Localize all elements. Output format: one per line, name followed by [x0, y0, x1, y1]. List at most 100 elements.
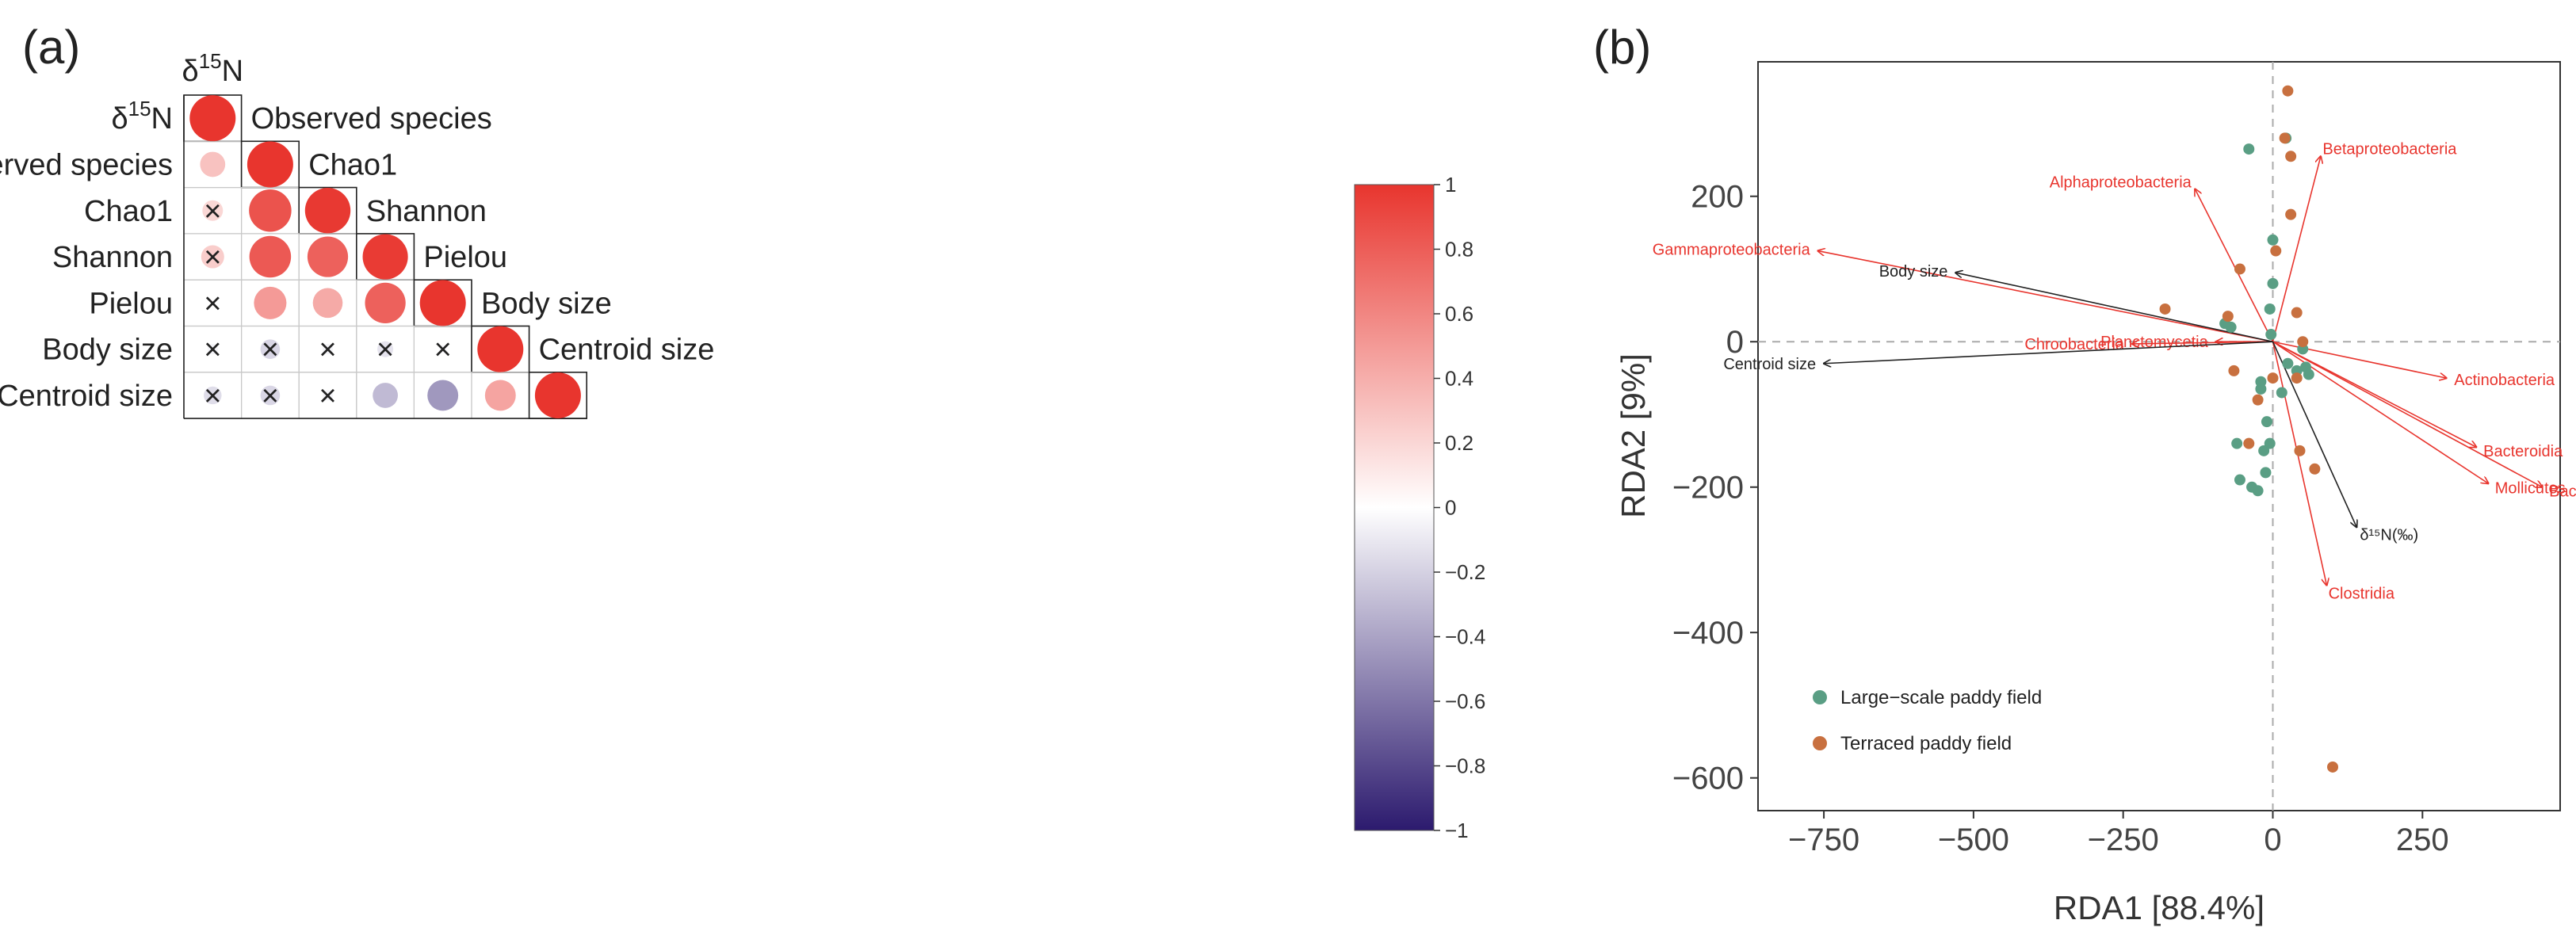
correlation-circle — [304, 188, 351, 234]
correlation-circle — [247, 141, 293, 188]
sample-point — [2255, 383, 2267, 395]
correlation-circle — [323, 344, 333, 355]
row-label: Observed species — [0, 148, 173, 181]
colorbar-ticks: 1 0.8 0.6 0.4 0.2 0 −0.2 −0.4 −0.6 −0.8 −1 — [1434, 173, 1485, 842]
sample-point — [2260, 467, 2272, 479]
species-vector-label: Alphaproteobacteria — [2050, 174, 2192, 192]
sample-point — [2222, 311, 2234, 323]
panel-label-a: (a) — [22, 21, 80, 74]
correlation-circle — [204, 386, 222, 405]
correlation-circle — [202, 200, 224, 221]
y-tick-label: −200 — [1672, 471, 1744, 506]
nonsignificant-marker: × — [204, 380, 221, 413]
legend: Large−scale paddy field Terraced paddy fi… — [1813, 687, 2042, 754]
species-vector-arrow — [2272, 156, 2320, 342]
rda-vectors: Alphaproteobacteria Betaproteobacteria Gam… — [1653, 141, 2576, 603]
correlation-circle — [365, 282, 406, 323]
y-axis-label: RDA2 [9%] — [1615, 353, 1652, 518]
nonsignificant-marker: × — [204, 195, 221, 228]
x-tick-label: 250 — [2396, 823, 2449, 857]
correlation-circle — [438, 345, 447, 353]
legend-swatch — [1813, 690, 1827, 704]
diagonal-label: Pielou — [423, 241, 507, 274]
correlation-circle — [254, 286, 287, 319]
species-vector-label: Actinobacteria — [2454, 372, 2555, 389]
row-label: Centroid size — [0, 380, 173, 413]
species-vector-label: Mollicutes — [2495, 480, 2566, 498]
env-vector-label: Centroid size — [1723, 356, 1816, 373]
sample-point — [2264, 303, 2276, 315]
diagonal-label: Chao1 — [308, 148, 397, 181]
correlation-circle — [207, 344, 218, 355]
nonsignificant-marker: × — [204, 287, 221, 320]
nonsignificant-marker: × — [262, 334, 279, 367]
nonsignificant-marker: × — [204, 241, 221, 274]
sample-point — [2252, 394, 2264, 406]
x-tick-label: −250 — [2088, 823, 2159, 857]
sample-point — [2234, 474, 2245, 486]
row-label: Body size — [42, 334, 173, 367]
sample-point — [2267, 234, 2279, 246]
sample-point — [2261, 416, 2272, 428]
colorbar-tick-label: −0.4 — [1445, 625, 1485, 649]
y-tick-label: 200 — [1691, 180, 1744, 215]
sample-point — [2276, 387, 2287, 399]
correlation-circle — [323, 390, 333, 401]
correlation-circle — [260, 385, 281, 406]
sample-point — [2285, 208, 2297, 220]
sample-point — [2270, 245, 2282, 257]
sample-point — [2297, 336, 2309, 348]
sample-point — [2282, 85, 2294, 97]
correlation-circle — [189, 95, 236, 142]
colorbar-tick-label: −0.8 — [1445, 754, 1485, 778]
sample-point — [2252, 485, 2264, 497]
rda-axes: −750 −500 −250 0 250 200 0 −200 −400 −600 — [1672, 62, 2560, 857]
sample-point — [2228, 365, 2240, 376]
x-tick-label: −500 — [1938, 823, 2009, 857]
correlation-circle — [377, 341, 394, 357]
correlation-circle — [427, 380, 459, 411]
species-vector-label: Clostridia — [2329, 585, 2395, 602]
species-vector-arrow — [2195, 189, 2274, 342]
colorbar-tick-label: 0.2 — [1445, 431, 1473, 455]
colorbar-tick-label: −0.6 — [1445, 689, 1485, 713]
colorbar-gradient — [1354, 184, 1435, 831]
env-vector-arrow — [1824, 341, 2273, 364]
sample-point — [2309, 463, 2321, 475]
correlation-circle — [209, 300, 216, 307]
sample-point — [2159, 303, 2171, 315]
env-vector-label: Body size — [1879, 263, 1948, 281]
correlation-circle — [249, 235, 292, 278]
colorbar-tick-label: 1 — [1445, 173, 1456, 197]
rda-points — [2159, 85, 2339, 773]
correlation-circle — [419, 280, 466, 326]
colorbar-tick-label: 0.6 — [1445, 302, 1473, 326]
diagonal-label: Centroid size — [539, 334, 715, 367]
correlation-grid — [183, 94, 587, 419]
sample-point — [2285, 151, 2297, 162]
correlation-circle — [373, 383, 398, 408]
y-tick-label: −400 — [1672, 616, 1744, 651]
nonsignificant-marker: × — [319, 334, 336, 367]
species-vector-arrow — [1818, 251, 2273, 343]
correlation-circle — [249, 189, 292, 232]
species-vector-label: Planctomycetia — [2100, 334, 2208, 351]
species-vector-arrow — [2272, 342, 2326, 585]
sample-point — [2294, 445, 2306, 456]
legend-label: Large−scale paddy field — [1840, 687, 2042, 708]
correlation-circle — [200, 151, 226, 177]
correlation-circle — [362, 234, 408, 280]
env-vector-arrow — [1955, 273, 2273, 343]
sample-point — [2279, 132, 2291, 144]
species-vector-label: Bacilli — [2549, 483, 2576, 500]
diagonal-label: Shannon — [366, 195, 487, 228]
correlation-circle — [534, 372, 581, 418]
colorbar-tick-label: −1 — [1445, 819, 1469, 842]
nonsignificant-marker: × — [204, 334, 221, 367]
rda-panel: (b) −750 −500 −250 0 250 200 0 −200 −400 −600 Alp… — [1593, 21, 2576, 926]
sample-point — [2303, 368, 2314, 380]
sample-point — [2243, 143, 2255, 155]
plot-frame — [1757, 61, 2561, 811]
